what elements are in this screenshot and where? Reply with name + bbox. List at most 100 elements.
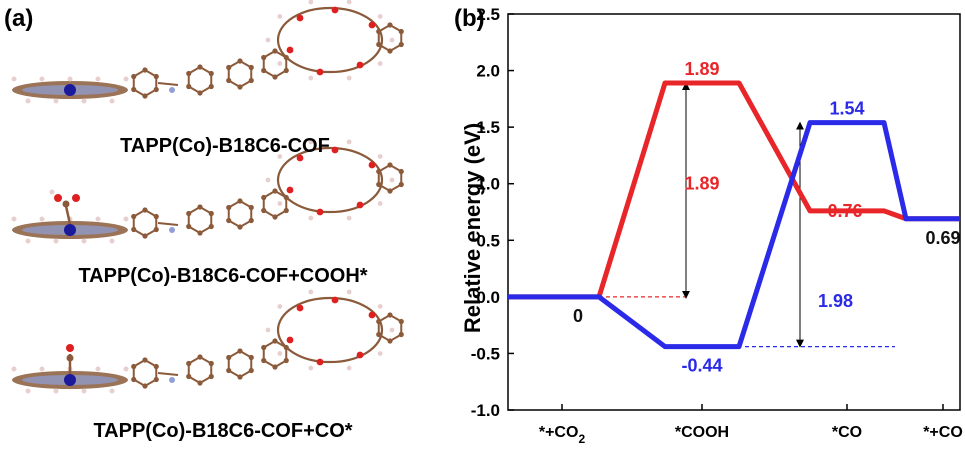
hydrogen-atom xyxy=(377,154,383,159)
benzene-ring xyxy=(187,65,213,95)
carbon-atom xyxy=(131,73,137,80)
energy-diagram: (b) Relative energy (eV) -1.0 -0.5 0.0 0.5 1… xyxy=(454,5,963,446)
carbon-atom xyxy=(237,198,243,204)
hydrogen-atom xyxy=(277,154,283,159)
hydrogen-atom xyxy=(346,215,352,221)
carbon-atom xyxy=(376,168,382,175)
carbon-atom xyxy=(387,22,393,28)
hydrogen-atom xyxy=(25,388,31,394)
carbon-atom xyxy=(131,226,137,233)
hydrogen-atom xyxy=(265,177,271,183)
carbon-atom xyxy=(197,380,203,386)
hydrogen-atom xyxy=(377,351,383,356)
hydrogen-atom xyxy=(25,238,31,244)
oxygen-atom xyxy=(296,154,304,162)
carbon-atom xyxy=(398,28,404,35)
carbon-atom xyxy=(272,214,278,220)
oxygen-atom xyxy=(286,46,294,54)
y-axis-label: Relative energy (eV) xyxy=(460,123,485,333)
caption-cof-co: TAPP(Co)-B18C6-COF+CO* xyxy=(93,420,352,442)
carbon-atom xyxy=(248,204,254,211)
crown-ether-ring xyxy=(276,146,384,214)
nitrogen-atom xyxy=(169,377,175,383)
cobalt-atom xyxy=(64,84,76,96)
benzene-ring xyxy=(227,349,253,379)
value-label: 1.98 xyxy=(818,291,853,311)
carbon-atom xyxy=(248,217,254,224)
oxygen-atom xyxy=(286,336,294,344)
carbon-atom xyxy=(261,357,267,364)
benzene-ring xyxy=(227,199,253,229)
oxygen-atom xyxy=(316,358,324,366)
hydrogen-atom xyxy=(346,0,352,5)
carbon-atom xyxy=(283,357,289,364)
crown-ether-ring xyxy=(276,6,384,74)
x-tick-label: *CO xyxy=(832,424,862,441)
hydrogen-atom xyxy=(53,388,59,394)
carbon-atom xyxy=(197,90,203,96)
carbon-atom xyxy=(398,331,404,338)
benzene-ring xyxy=(132,68,158,98)
carbon-atom xyxy=(131,86,137,93)
carbon-atom xyxy=(248,354,254,361)
carbon-atom xyxy=(153,213,159,220)
y-tick-label: 2.5 xyxy=(476,5,500,24)
hydrogen-atom xyxy=(308,75,314,81)
carbon-atom xyxy=(248,367,254,374)
molecular-structures: (a) TAPP(Co)-B18C6-COF TAPP(Co)-B18C6-CO… xyxy=(4,0,404,442)
panel-a-label: (a) xyxy=(4,5,33,32)
carbon-atom xyxy=(197,230,203,236)
carbon-atom xyxy=(248,64,254,71)
oxygen-atom xyxy=(72,194,80,202)
carbon-atom xyxy=(272,48,278,54)
carbon-atom xyxy=(153,73,159,80)
value-label: 1.89 xyxy=(684,173,719,193)
oxygen-atom xyxy=(296,14,304,22)
cobalt-atom xyxy=(64,374,76,386)
hydrogen-atom xyxy=(389,177,395,183)
hydrogen-atom xyxy=(277,61,283,66)
carbon-atom xyxy=(197,204,203,210)
hydrogen-atom xyxy=(81,238,87,244)
hydrogen-atom xyxy=(308,215,314,221)
x-tick-subscript: 2 xyxy=(578,432,585,446)
oxygen-atom xyxy=(296,304,304,312)
hydrogen-atom xyxy=(277,201,283,206)
carbon-atom xyxy=(248,77,254,84)
caption-cof-cooh: TAPP(Co)-B18C6-COF+COOH* xyxy=(78,265,367,287)
carbon-atom xyxy=(66,354,74,362)
x-tick-text: *+CO xyxy=(539,424,579,441)
carbon-atom xyxy=(237,58,243,64)
hydrogen-atom xyxy=(389,37,395,43)
oxygen-atom xyxy=(356,201,364,209)
carbon-atom xyxy=(142,207,148,213)
hydrogen-atom xyxy=(389,327,395,333)
cobalt-atom xyxy=(64,224,76,236)
carbon-atom xyxy=(153,86,159,93)
benzene-ring xyxy=(227,59,253,89)
series-line-blue xyxy=(508,120,960,350)
hydrogen-atom xyxy=(123,366,129,372)
carbon-atom xyxy=(376,331,382,338)
carbon-atom xyxy=(208,223,214,230)
plot-frame xyxy=(507,13,961,411)
hydrogen-atom xyxy=(346,139,352,145)
hydrogen-atom xyxy=(25,98,31,104)
carbon-atom xyxy=(387,338,393,344)
value-label: 1.89 xyxy=(684,59,719,79)
carbon-atom xyxy=(283,207,289,214)
hydrogen-atom xyxy=(67,76,73,82)
oxygen-atom xyxy=(331,6,339,14)
hydrogen-atom xyxy=(377,61,383,66)
hydrogen-atom xyxy=(81,388,87,394)
carbon-atom xyxy=(387,48,393,54)
value-label: 0.76 xyxy=(827,201,862,221)
hydrogen-atom xyxy=(11,366,17,372)
hydrogen-atom xyxy=(109,238,115,244)
hydrogen-atom xyxy=(39,76,45,82)
oxygen-atom xyxy=(368,311,376,319)
hydrogen-atom xyxy=(123,216,129,222)
carbon-atom xyxy=(261,194,267,201)
hydrogen-atom xyxy=(53,98,59,104)
carbon-atom xyxy=(208,70,214,77)
